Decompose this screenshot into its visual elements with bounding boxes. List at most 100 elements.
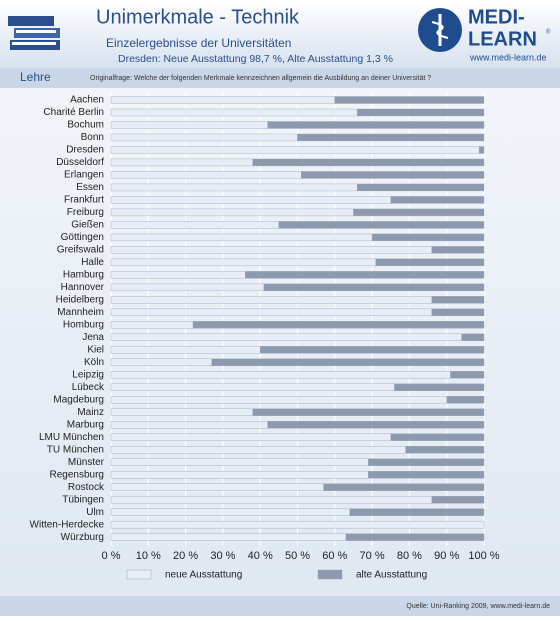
x-tick-label: 40 % [248,550,273,562]
bar-segment [301,171,485,179]
y-tick-label: Freiburg [67,207,104,218]
y-tick-label: Homburg [63,319,104,330]
logo-url: www.medi-learn.de [469,52,547,62]
bar-segment [110,321,194,329]
bar-segment [110,133,298,142]
bar-segment [110,458,369,466]
bar-segment [446,396,485,404]
y-tick-label: Witten-Herdecke [30,519,105,530]
x-tick-label: 90 % [434,550,459,562]
bar-segment [110,96,336,104]
bar-segment [110,520,485,529]
header [0,0,560,68]
y-tick-label: Greifswald [57,245,104,256]
legend-label: neue Ausstattung [165,570,242,581]
bar-segment [110,183,358,192]
logo-line1: MEDI- [468,6,525,28]
bar-segment [110,533,347,541]
y-tick-label: Essen [76,182,104,193]
bar-segment [110,221,280,229]
y-tick-label: Düsseldorf [56,157,104,168]
question: Originalfrage: Welche der folgenden Merk… [90,75,431,82]
logo-line2: LEARN [468,28,537,50]
bar-segment [297,133,485,142]
bar-segment [431,246,485,254]
y-tick-label: Bonn [81,132,104,143]
y-tick-label: Magdeburg [53,394,104,405]
bar-segment [245,271,485,279]
bar-segment [110,433,391,441]
y-tick-label: Aachen [70,95,104,106]
x-tick-label: 50 % [285,550,310,562]
bar-segment [390,433,485,441]
books-icon [8,16,60,50]
bar-segment [260,346,485,354]
bar-segment [278,221,485,229]
bar-segment [461,333,485,342]
y-tick-label: Würzburg [61,532,104,543]
bar-segment [110,258,377,267]
bar-segment [110,383,395,391]
highlight-text: Dresden: Neue Ausstattung 98,7 %, Alte A… [118,53,393,65]
title: Unimerkmale - Technik [96,6,300,28]
bar-segment [390,196,485,204]
bar-segment [110,396,447,404]
bar-segment [405,446,485,454]
bar-segment [110,471,369,479]
bar-segment [110,233,373,242]
bar-segment [110,158,253,167]
bar-segment [263,283,485,292]
bar-segment [110,333,462,342]
x-tick-label: 0 % [102,550,121,562]
x-tick-label: 80 % [397,550,422,562]
x-tick-label: 30 % [210,550,235,562]
bar-segment [349,508,485,516]
footer-bar [0,596,560,616]
bar-segment [110,208,354,217]
y-tick-label: Gießen [71,220,104,231]
y-tick-label: LMU München [39,432,104,443]
logo: MEDI- LEARN ® www.medi-learn.de [418,6,551,62]
bar-segment [267,121,485,129]
bar-segment [110,296,432,304]
bar-segment [375,258,485,267]
logo-mark: ® [546,29,551,36]
bar-segment [356,108,485,117]
y-tick-label: Charité Berlin [43,107,104,118]
bar-segment [110,146,480,154]
bar-segment [394,383,485,391]
x-tick-label: 60 % [322,550,347,562]
y-tick-label: Jena [82,332,104,343]
source: Quelle: Uni-Ranking 2009, www.medi-learn… [406,603,550,610]
y-tick-label: Rostock [68,482,105,493]
y-tick-label: Regensburg [50,469,104,480]
bar-segment [368,458,485,466]
bar-segment [431,296,485,304]
legend-swatch [126,569,152,580]
y-tick-label: Münster [68,457,105,468]
x-tick-label: 100 % [468,550,499,562]
section-label: Lehre [20,70,51,84]
y-tick-label: Göttingen [61,232,104,243]
bar-segment [353,208,485,217]
bar-segment [110,171,302,179]
y-tick-label: Ulm [86,507,104,518]
bar-segment [478,146,485,154]
bar-segment [371,233,485,242]
y-tick-label: Mainz [77,407,104,418]
legend-label: alte Ausstattung [356,570,427,581]
bar-segment [211,358,485,366]
y-tick-label: Hamburg [63,270,104,281]
bar-segment [110,108,358,117]
bar-segment [192,321,485,329]
bar-segment [110,121,268,129]
bar-segment [110,408,253,416]
y-tick-label: Köln [84,357,104,368]
bar-segment [431,308,485,317]
bar-segment [110,483,324,491]
bar-segment [252,408,485,416]
y-tick-label: TU München [47,444,104,455]
y-tick-label: Hannover [61,282,105,293]
